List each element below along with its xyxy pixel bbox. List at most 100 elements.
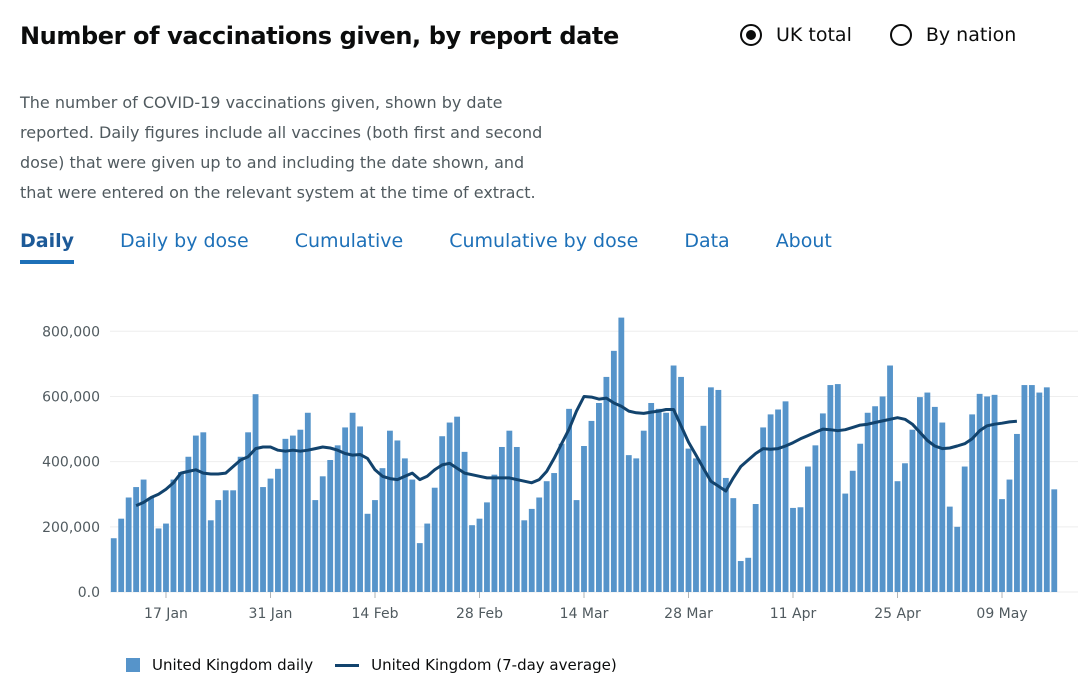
bar bbox=[267, 478, 274, 592]
x-tick-label: 28 Mar bbox=[664, 606, 713, 622]
tab-data[interactable]: Data bbox=[684, 230, 730, 252]
bar bbox=[319, 476, 326, 592]
bar bbox=[767, 414, 774, 592]
bar bbox=[536, 497, 543, 592]
bar bbox=[357, 426, 363, 592]
bar bbox=[1014, 433, 1020, 592]
bar bbox=[416, 543, 423, 592]
bar bbox=[551, 473, 558, 592]
bar bbox=[409, 479, 416, 592]
bar bbox=[476, 518, 483, 592]
legend-bar-swatch bbox=[126, 658, 140, 672]
bar bbox=[581, 446, 587, 592]
bar bbox=[902, 463, 908, 592]
x-tick-label: 31 Jan bbox=[249, 606, 293, 622]
bar bbox=[954, 526, 961, 592]
bar bbox=[431, 487, 438, 592]
bar bbox=[148, 497, 154, 592]
bar bbox=[289, 435, 296, 592]
bar bbox=[805, 466, 811, 592]
tab-cumulative[interactable]: Cumulative bbox=[294, 230, 404, 252]
x-tick-label: 14 Mar bbox=[560, 606, 609, 622]
bar bbox=[991, 394, 998, 592]
bar bbox=[775, 409, 781, 592]
x-tick-label: 25 Apr bbox=[874, 606, 921, 622]
y-tick-label: 600,000 bbox=[42, 389, 100, 405]
bar bbox=[207, 520, 214, 592]
bar bbox=[297, 429, 304, 592]
bar bbox=[133, 487, 140, 592]
legend-item-daily[interactable]: United Kingdom daily bbox=[126, 656, 313, 674]
bar bbox=[558, 443, 565, 592]
bar bbox=[163, 523, 169, 592]
radio-uk-total-label[interactable]: UK total bbox=[776, 24, 852, 46]
bar bbox=[200, 432, 207, 592]
bar bbox=[125, 497, 132, 592]
chart-legend: United Kingdom daily United Kingdom (7-d… bbox=[126, 656, 617, 674]
bar bbox=[327, 460, 334, 592]
bar bbox=[498, 446, 505, 592]
bar bbox=[312, 500, 319, 592]
bar bbox=[819, 413, 826, 592]
bar bbox=[110, 538, 117, 592]
bar bbox=[790, 507, 796, 592]
radio-by-nation[interactable]: By nation bbox=[889, 24, 1017, 46]
bar bbox=[170, 479, 177, 592]
bar bbox=[976, 393, 983, 592]
bar bbox=[573, 500, 580, 592]
bar bbox=[678, 376, 684, 592]
bar bbox=[663, 412, 670, 592]
y-tick-label: 800,000 bbox=[42, 324, 100, 340]
bar bbox=[887, 365, 893, 592]
bar bbox=[984, 396, 990, 592]
bar bbox=[1028, 385, 1035, 592]
bar bbox=[230, 490, 237, 592]
bar bbox=[484, 502, 490, 592]
tab-daily-by-dose[interactable]: Daily by dose bbox=[120, 230, 249, 252]
bar bbox=[566, 408, 572, 592]
bar bbox=[864, 412, 871, 592]
radio-uk-total[interactable]: UK total bbox=[740, 24, 852, 46]
x-tick-label: 14 Feb bbox=[351, 606, 398, 622]
legend-item-average[interactable]: United Kingdom (7-day average) bbox=[335, 656, 617, 674]
bar bbox=[842, 493, 849, 592]
bar bbox=[849, 470, 856, 592]
bar bbox=[969, 414, 976, 592]
bar bbox=[222, 490, 229, 592]
tab-daily[interactable]: Daily bbox=[20, 230, 75, 264]
bar bbox=[939, 422, 946, 592]
x-tick-label: 17 Jan bbox=[144, 606, 188, 622]
tab-about[interactable]: About bbox=[775, 230, 832, 252]
radio-by-nation-circle[interactable] bbox=[889, 24, 912, 46]
bar bbox=[700, 425, 707, 592]
y-tick-label: 200,000 bbox=[42, 520, 100, 536]
tab-cumulative-by-dose[interactable]: Cumulative by dose bbox=[449, 230, 639, 252]
radio-by-nation-label[interactable]: By nation bbox=[925, 24, 1017, 46]
bar bbox=[304, 412, 311, 592]
bar bbox=[387, 430, 393, 592]
x-tick-label: 11 Apr bbox=[770, 606, 817, 622]
legend-label-daily: United Kingdom daily bbox=[152, 656, 314, 674]
chart-area: 0.0 200,000 400,000 600,000 800,000 17 Jan 31 … bbox=[0, 310, 1080, 630]
bar bbox=[827, 385, 834, 592]
bar bbox=[1043, 387, 1050, 592]
bar bbox=[185, 456, 192, 592]
bar bbox=[454, 416, 461, 592]
bar bbox=[715, 389, 722, 592]
bar bbox=[603, 376, 610, 592]
chart-title: Number of vaccinations given, by report … bbox=[20, 22, 619, 50]
bar bbox=[1006, 479, 1013, 592]
bar bbox=[640, 430, 647, 592]
bar bbox=[513, 446, 520, 592]
bar bbox=[1036, 392, 1043, 592]
bar bbox=[178, 472, 184, 592]
bar bbox=[1051, 489, 1058, 592]
bar bbox=[999, 499, 1005, 592]
radio-uk-total-circle[interactable] bbox=[740, 24, 762, 46]
bar bbox=[424, 523, 431, 592]
bar bbox=[245, 432, 252, 592]
bar bbox=[543, 481, 550, 592]
bar bbox=[745, 557, 752, 592]
bar bbox=[528, 508, 535, 592]
bar bbox=[670, 365, 677, 592]
